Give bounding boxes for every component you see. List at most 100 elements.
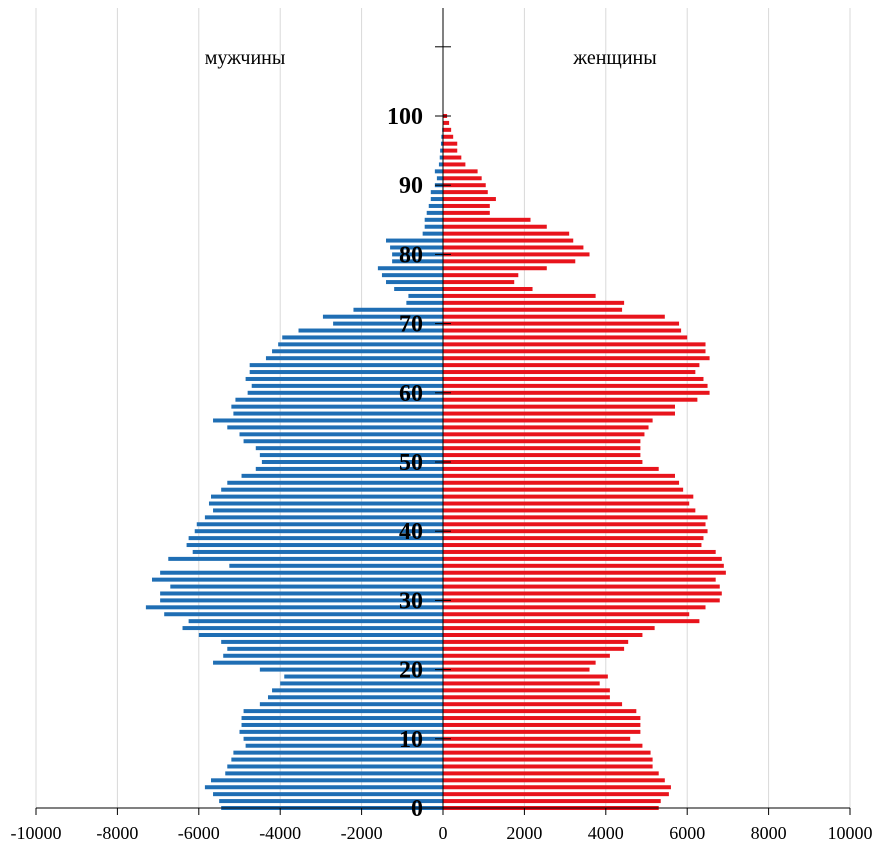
male-bar bbox=[422, 231, 443, 236]
female-bar bbox=[443, 473, 675, 478]
male-bar bbox=[441, 134, 443, 139]
female-bar bbox=[443, 771, 659, 776]
female-bar bbox=[443, 280, 515, 285]
female-bar bbox=[443, 370, 696, 375]
male-bar bbox=[188, 619, 443, 624]
female-bar bbox=[443, 709, 637, 714]
female-bar bbox=[443, 356, 710, 361]
male-bar bbox=[424, 224, 443, 229]
male-bar bbox=[440, 141, 443, 146]
male-bar bbox=[245, 376, 443, 381]
male-bar bbox=[322, 314, 443, 319]
female-bar bbox=[443, 577, 716, 582]
male-bar bbox=[221, 487, 443, 492]
female-bar bbox=[443, 134, 454, 139]
female-bar bbox=[443, 418, 653, 423]
male-bar bbox=[160, 591, 443, 596]
male-bar bbox=[186, 543, 443, 548]
male-bar bbox=[204, 515, 443, 520]
male-bar bbox=[255, 446, 443, 451]
female-bar bbox=[443, 757, 653, 762]
female-bar bbox=[443, 722, 641, 727]
female-bar bbox=[443, 217, 531, 222]
female-bar bbox=[443, 591, 722, 596]
male-bar bbox=[213, 792, 443, 797]
male-bar bbox=[208, 501, 443, 506]
male-bar bbox=[408, 293, 443, 298]
male-bar bbox=[259, 453, 443, 458]
male-bar bbox=[381, 273, 443, 278]
male-bar bbox=[229, 563, 443, 568]
female-bar bbox=[443, 639, 629, 644]
female-bar bbox=[443, 660, 596, 665]
age-tick-label: 100 bbox=[387, 104, 423, 130]
female-bar bbox=[443, 328, 682, 333]
female-bar bbox=[443, 508, 696, 513]
male-bar bbox=[182, 626, 443, 631]
female-bar bbox=[443, 335, 688, 340]
male-bar bbox=[251, 383, 443, 388]
female-bar bbox=[443, 695, 610, 700]
male-bar bbox=[192, 549, 443, 554]
female-bar bbox=[443, 605, 706, 610]
male-bar bbox=[231, 757, 443, 762]
group-label-male: мужчины bbox=[205, 47, 286, 69]
male-bar bbox=[430, 190, 443, 195]
male-bar bbox=[213, 418, 443, 423]
female-bar bbox=[443, 681, 600, 686]
male-bar bbox=[145, 605, 443, 610]
male-bar bbox=[392, 259, 443, 264]
female-bar bbox=[443, 245, 584, 250]
female-bar bbox=[443, 453, 641, 458]
male-bar bbox=[168, 556, 443, 561]
male-bar bbox=[424, 217, 443, 222]
male-bar bbox=[261, 460, 443, 464]
female-bar bbox=[443, 342, 706, 347]
male-bar bbox=[225, 771, 443, 776]
x-tick-label: -10000 bbox=[11, 823, 62, 843]
age-tick-label: 50 bbox=[399, 450, 423, 476]
female-bar bbox=[443, 446, 641, 451]
male-bar bbox=[386, 280, 443, 285]
male-bar bbox=[196, 522, 443, 527]
male-bar bbox=[265, 356, 443, 361]
male-bar bbox=[392, 252, 443, 257]
female-bar bbox=[443, 425, 649, 430]
male-bar bbox=[298, 328, 443, 333]
male-bar bbox=[170, 584, 443, 589]
female-bar bbox=[443, 743, 643, 748]
age-tick-label: 70 bbox=[399, 312, 423, 338]
female-bar bbox=[443, 494, 694, 499]
female-bar bbox=[443, 785, 671, 790]
female-bars bbox=[443, 114, 726, 810]
male-bar bbox=[241, 473, 443, 478]
female-bar bbox=[443, 376, 704, 381]
age-tick-label: 80 bbox=[399, 242, 423, 268]
male-bar bbox=[406, 300, 443, 305]
male-bar bbox=[213, 660, 443, 665]
female-bar bbox=[443, 190, 488, 195]
age-tick-label: 40 bbox=[399, 519, 423, 545]
male-bar bbox=[430, 197, 443, 202]
female-bar bbox=[443, 300, 625, 305]
male-bar bbox=[333, 321, 443, 326]
female-bar bbox=[443, 141, 458, 146]
male-bar bbox=[233, 750, 443, 755]
female-bar bbox=[443, 197, 496, 202]
female-bar bbox=[443, 515, 708, 520]
female-bar bbox=[443, 619, 700, 624]
male-bar bbox=[259, 667, 443, 672]
age-tick-label: 0 bbox=[411, 796, 423, 822]
female-bar bbox=[443, 439, 641, 444]
female-bar bbox=[443, 148, 458, 153]
x-tick-label: 2000 bbox=[506, 823, 542, 843]
female-bar bbox=[443, 736, 631, 741]
x-tick-label: 4000 bbox=[588, 823, 624, 843]
male-bar bbox=[233, 411, 443, 416]
female-bar bbox=[443, 792, 669, 797]
axis-labels: -10000 -8000 -6000 -4000 -2000 0 2000 4000 6000 8… bbox=[11, 104, 873, 843]
male-bar bbox=[188, 536, 443, 541]
female-bar bbox=[443, 598, 720, 603]
male-bar bbox=[241, 722, 443, 727]
